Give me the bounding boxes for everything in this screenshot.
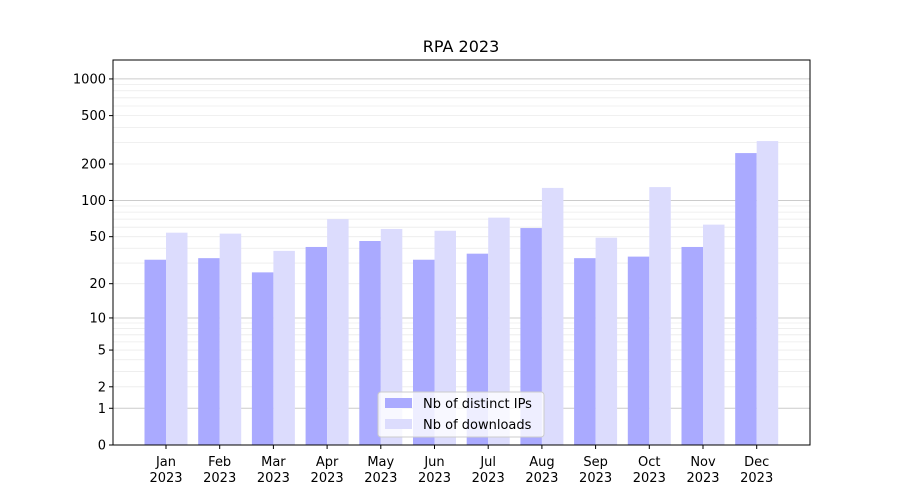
x-tick-label: Oct [638,455,660,470]
x-tick-label: May [367,455,394,470]
y-tick-label: 50 [89,230,106,245]
x-tick-label: 2023 [472,471,505,486]
y-tick-label: 10 [89,311,106,326]
y-tick-label: 500 [81,109,106,124]
bar-downloads [488,217,510,445]
y-tick-label: 2 [98,380,106,395]
bar-downloads [219,233,242,445]
y-tick-label: 5 [98,344,106,359]
x-tick-label: Mar [261,455,286,470]
x-tick-label: 2023 [740,471,773,486]
x-tick-label: Dec [744,455,769,470]
x-tick-label: Jul [479,455,496,470]
bar-downloads [380,228,403,445]
bar-distinct-ips [574,258,596,445]
x-tick-label: Aug [529,455,554,470]
bar-downloads [595,237,618,445]
bar-distinct-ips [198,258,220,445]
bar-distinct-ips [144,259,166,445]
x-tick-label: Jan [155,455,176,470]
chart-title: RPA 2023 [423,37,500,56]
x-tick-label: 2023 [257,471,290,486]
bar-downloads [166,232,188,445]
x-tick-label: 2023 [364,471,397,486]
bar-distinct-ips [305,246,328,445]
legend-swatch [385,398,412,408]
bar-downloads [541,187,564,445]
x-tick-label: 2023 [525,471,558,486]
x-tick-label: Nov [690,455,716,470]
bar-distinct-ips [681,246,703,445]
bar-downloads [703,224,725,445]
x-tick-label: 2023 [418,471,451,486]
bar-distinct-ips [735,153,757,445]
x-tick-label: 2023 [686,471,719,486]
legend-label: Nb of distinct IPs [423,397,532,412]
x-tick-label: 2023 [149,471,182,486]
legend: Nb of distinct IPs Nb of downloads [377,391,545,438]
bar-downloads [756,141,779,445]
x-tick-label: Jun [423,455,444,470]
legend-label: Nb of downloads [423,418,532,433]
y-tick-label: 1000 [73,72,106,87]
x-tick-label: Sep [583,455,608,470]
bar-downloads [649,187,671,446]
y-tick-label: 100 [81,194,106,209]
y-tick-label: 20 [89,277,106,292]
y-tick-label: 0 [98,439,106,454]
bar-downloads [273,250,295,445]
x-tick-label: Apr [316,455,339,470]
y-tick-label: 1 [98,402,106,417]
bar-distinct-ips [520,228,542,445]
legend-swatch [385,419,412,429]
x-tick-label: 2023 [633,471,666,486]
bar-distinct-ips [359,240,381,445]
x-tick-label: Feb [208,455,231,470]
y-tick-label: 200 [81,158,106,173]
x-tick-label: 2023 [579,471,612,486]
plot-frame [112,59,811,446]
bar-distinct-ips [627,256,650,445]
x-tick-label: 2023 [311,471,344,486]
bar-downloads [327,219,349,445]
bar-distinct-ips [251,272,274,445]
legend-box [377,391,545,438]
bar-downloads [434,230,456,445]
x-tick-label: 2023 [203,471,236,486]
